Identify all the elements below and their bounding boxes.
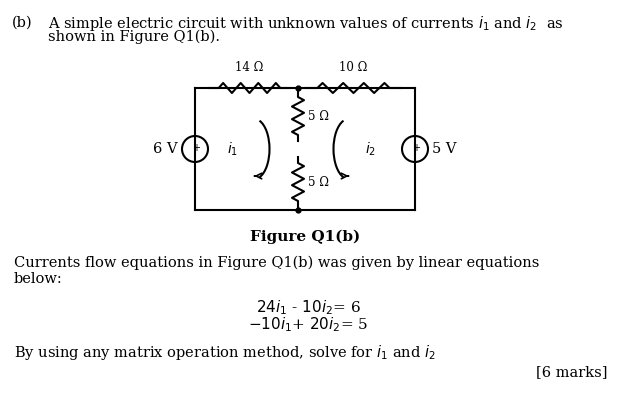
- Text: shown in Figure Q1(b).: shown in Figure Q1(b).: [48, 30, 220, 45]
- Text: A simple electric circuit with unknown values of currents $i_1$ and $i_2$  as: A simple electric circuit with unknown v…: [48, 14, 564, 33]
- Text: Currents flow equations in Figure Q1(b) was given by linear equations: Currents flow equations in Figure Q1(b) …: [14, 256, 539, 270]
- Text: 5 Ω: 5 Ω: [308, 110, 329, 123]
- Text: +: +: [412, 143, 420, 153]
- Text: $-10i_1$+ $20i_2$= 5: $-10i_1$+ $20i_2$= 5: [248, 315, 368, 334]
- Text: $24i_1$ - $10i_2$= 6: $24i_1$ - $10i_2$= 6: [255, 298, 360, 317]
- Text: $i_1$: $i_1$: [227, 140, 238, 158]
- Text: 5 Ω: 5 Ω: [308, 176, 329, 189]
- Text: By using any matrix operation method, solve for $i_1$ and $i_2$: By using any matrix operation method, so…: [14, 343, 436, 362]
- Text: $i_2$: $i_2$: [365, 140, 376, 158]
- Text: 10 Ω: 10 Ω: [339, 61, 368, 74]
- Text: [6 marks]: [6 marks]: [537, 365, 608, 379]
- Text: 14 Ω: 14 Ω: [235, 61, 263, 74]
- Text: 6 V: 6 V: [154, 142, 178, 156]
- Text: below:: below:: [14, 272, 63, 286]
- Text: +: +: [192, 143, 200, 153]
- Text: (b): (b): [12, 16, 33, 30]
- Text: 5 V: 5 V: [432, 142, 457, 156]
- Text: Figure Q1(b): Figure Q1(b): [250, 230, 360, 244]
